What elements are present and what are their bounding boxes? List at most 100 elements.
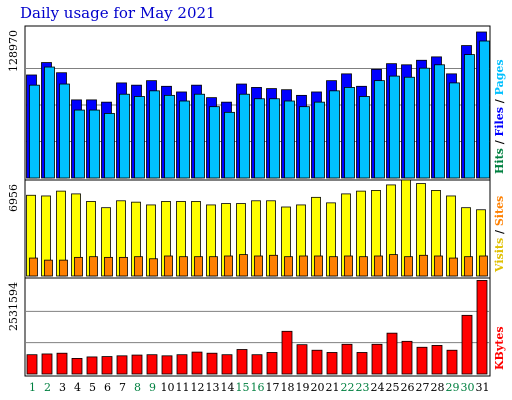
bar-kbytes (161, 355, 173, 375)
bar-kbytes (71, 358, 83, 375)
bar-files (374, 80, 385, 179)
bar-files (449, 82, 460, 179)
day-label: 24 (371, 381, 385, 394)
bar-sites (419, 254, 428, 277)
legend-item: KBytes (493, 326, 506, 370)
bar-sites (149, 258, 158, 277)
bar-files (74, 109, 85, 179)
bar-sites (119, 256, 128, 277)
bar-files (434, 64, 445, 179)
day-label: 14 (221, 381, 235, 394)
day-label: 18 (281, 381, 295, 394)
bar-kbytes (191, 351, 203, 375)
legend-item: Sites (493, 196, 506, 226)
bar-sites (89, 256, 98, 277)
day-label: 25 (386, 381, 400, 394)
day-label: 30 (461, 381, 475, 394)
chart-title: Daily usage for May 2021 (20, 4, 216, 22)
bar-files (254, 98, 265, 179)
bar-sites (344, 255, 353, 277)
bar-files (134, 96, 145, 179)
bar-files (59, 83, 70, 179)
day-label: 26 (401, 381, 415, 394)
day-label: 28 (431, 381, 445, 394)
bar-files (404, 76, 415, 179)
bar-sites (329, 256, 338, 277)
bar-kbytes (356, 352, 368, 375)
bar-sites (299, 255, 308, 277)
bar-kbytes (56, 352, 68, 375)
bar-kbytes (431, 345, 443, 375)
bar-kbytes (386, 332, 398, 375)
bar-sites (134, 256, 143, 277)
bar-kbytes (371, 343, 383, 375)
panel-max-label: 6956 (7, 184, 20, 212)
legend-item: Pages (493, 59, 506, 95)
legend-bottom: KBytes (493, 326, 506, 370)
panel-max-label: 128970 (7, 30, 20, 72)
day-label: 8 (134, 381, 141, 394)
bar-kbytes (266, 352, 278, 375)
bar-kbytes (131, 354, 143, 375)
bar-files (479, 40, 490, 179)
bar-kbytes (281, 330, 293, 375)
day-label: 16 (251, 381, 265, 394)
bar-kbytes (311, 349, 323, 375)
bar-kbytes (176, 354, 188, 375)
day-label: 7 (119, 381, 126, 394)
bar-kbytes (296, 344, 308, 375)
bar-kbytes (41, 353, 53, 375)
bar-kbytes (326, 352, 338, 375)
bar-files (149, 90, 160, 179)
day-label: 12 (191, 381, 205, 394)
day-label: 21 (326, 381, 340, 394)
day-label: 4 (74, 381, 81, 394)
bar-kbytes (401, 340, 413, 375)
bar-sites (479, 255, 488, 277)
legend-middle: Visits / Sites (493, 196, 506, 273)
bar-sites (239, 254, 248, 277)
legend-item: Files (493, 107, 506, 136)
bar-sites (269, 254, 278, 277)
bar-files (344, 87, 355, 179)
legend-item: Hits (493, 148, 506, 174)
bar-sites (464, 256, 473, 277)
day-label: 9 (149, 381, 156, 394)
bar-sites (449, 257, 458, 277)
bar-files (284, 100, 295, 179)
bar-sites (314, 255, 323, 277)
day-label: 5 (89, 381, 96, 394)
day-label: 31 (476, 381, 490, 394)
day-label: 27 (416, 381, 430, 394)
bar-sites (224, 255, 233, 277)
bar-kbytes (416, 346, 428, 375)
bar-kbytes (101, 356, 113, 375)
bar-kbytes (26, 354, 38, 375)
bar-sites (29, 257, 38, 277)
bar-files (89, 109, 100, 179)
bar-files (179, 100, 190, 179)
day-label: 29 (446, 381, 460, 394)
bar-files (359, 96, 370, 179)
bar-kbytes (461, 314, 473, 375)
day-label: 10 (161, 381, 175, 394)
bar-sites (359, 256, 368, 277)
bar-files (224, 111, 235, 179)
bar-kbytes (236, 349, 248, 375)
bar-files (269, 98, 280, 179)
bar-sites (254, 255, 263, 277)
day-label: 13 (206, 381, 220, 394)
day-label: 23 (356, 381, 370, 394)
panel-max-label: 2531594 (7, 282, 20, 331)
legend-top: Hits / Files / Pages (493, 59, 506, 174)
bar-files (464, 54, 475, 179)
bar-files (419, 67, 430, 179)
bar-files (329, 90, 340, 179)
bar-sites (59, 259, 68, 277)
bar-files (194, 93, 205, 179)
day-label: 2 (44, 381, 51, 394)
bar-kbytes (446, 349, 458, 375)
bar-sites (194, 256, 203, 277)
bar-files (314, 101, 325, 179)
